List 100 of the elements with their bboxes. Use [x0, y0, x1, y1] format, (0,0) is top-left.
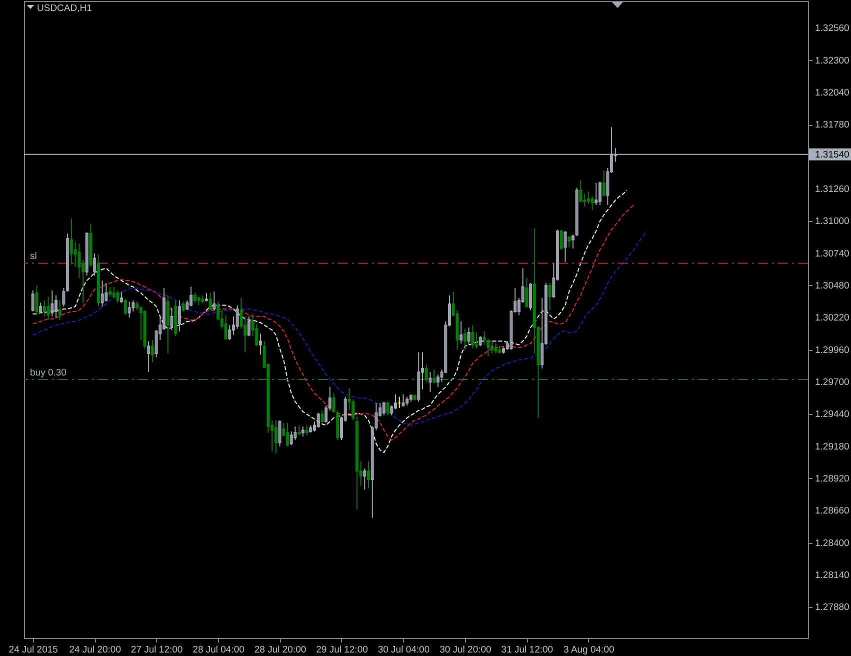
- y-tick-label: 1.27880: [815, 602, 850, 614]
- candlestick: [128, 301, 131, 318]
- candlestick: [150, 339, 154, 363]
- x-tick-label: 30 Jul 04:00: [378, 644, 430, 656]
- candlestick: [363, 468, 366, 490]
- candlestick: [586, 190, 590, 204]
- x-tick-label: 24 Jul 20:00: [69, 644, 121, 656]
- x-tick-label: 28 Jul 04:00: [192, 644, 244, 656]
- candlestick: [367, 460, 370, 489]
- candlestick: [394, 394, 398, 410]
- candlestick: [124, 298, 127, 316]
- candlestick: [58, 300, 62, 321]
- candlestick: [46, 296, 50, 321]
- candlestick: [564, 230, 567, 262]
- candlestick: [286, 422, 289, 447]
- candlestick: [386, 401, 390, 416]
- candlestick: [236, 304, 239, 330]
- y-tick-label: 1.30480: [815, 280, 850, 292]
- candlestick: [494, 343, 498, 354]
- candlestick: [212, 291, 216, 311]
- candlestick: [316, 412, 320, 428]
- y-tick-label: 1.31780: [815, 120, 850, 131]
- candlestick: [594, 182, 598, 206]
- line-series: [32, 230, 647, 426]
- ref-line-label: 1.31540: [815, 149, 850, 160]
- y-tick-label: 1.32300: [815, 55, 850, 66]
- x-tick-label: 30 Jul 20:00: [440, 644, 492, 656]
- candlestick: [278, 420, 282, 447]
- candlestick: [228, 324, 232, 340]
- candlestick: [529, 282, 532, 311]
- candlestick: [352, 398, 355, 421]
- x-tick-label: 3 Aug 04:00: [564, 644, 614, 656]
- candlestick: [402, 394, 405, 408]
- candlestick: [571, 234, 574, 249]
- candlestick: [475, 332, 478, 350]
- candlestick: [482, 330, 486, 346]
- candlestick: [247, 316, 250, 337]
- candlestick: [54, 294, 58, 318]
- candlestick: [100, 280, 104, 308]
- candlestick: [460, 320, 463, 344]
- candlestick: [471, 324, 474, 350]
- y-tick-label: 1.29960: [815, 344, 850, 356]
- candlestick: [116, 290, 120, 304]
- candlestick: [178, 300, 181, 332]
- candlestick: [478, 336, 482, 347]
- candlestick: [467, 327, 470, 346]
- y-tick-label: 1.32560: [815, 23, 850, 34]
- candlestick: [583, 193, 586, 207]
- y-tick-label: 1.30740: [815, 248, 850, 260]
- candlestick: [382, 401, 386, 416]
- y-tick-label: 1.31000: [815, 216, 850, 228]
- y-tick-label: 1.31260: [815, 184, 850, 196]
- candlestick: [602, 170, 606, 197]
- candlestick: [390, 404, 394, 416]
- candlestick: [301, 426, 304, 437]
- candlestick: [298, 424, 301, 436]
- x-tick-label: 24 Jul 2015: [8, 644, 58, 656]
- y-tick-label: 1.32040: [815, 88, 850, 99]
- candlestick: [108, 286, 112, 298]
- candlestick: [548, 282, 552, 311]
- candlestick: [525, 278, 528, 308]
- candlestick: [93, 252, 96, 276]
- y-tick-label: 1.30220: [815, 312, 850, 324]
- candlestick: [66, 233, 70, 292]
- candlestick: [274, 420, 278, 454]
- x-tick-label: 29 Jul 12:00: [316, 644, 368, 656]
- candlestick: [575, 187, 578, 237]
- candlestick: [182, 301, 185, 312]
- candlestick: [39, 302, 42, 314]
- candlestick: [162, 287, 166, 331]
- candlestick: [166, 294, 170, 354]
- ref-line-label: buy 0.30: [30, 367, 66, 378]
- x-tick-label: 28 Jul 20:00: [254, 644, 306, 656]
- candlestick: [490, 339, 494, 354]
- candlestick: [193, 292, 196, 304]
- y-tick-label: 1.28920: [815, 473, 850, 484]
- candlestick: [78, 242, 81, 279]
- candlestick: [305, 424, 308, 436]
- candlestick: [463, 328, 466, 350]
- candlestick: [42, 300, 46, 317]
- candlestick: [104, 282, 108, 302]
- x-tick-label: 31 Jul 12:00: [501, 644, 554, 656]
- candlestick: [486, 338, 490, 356]
- candlestick: [294, 426, 297, 441]
- y-tick-label: 1.29180: [815, 441, 850, 452]
- y-tick-label: 1.28140: [815, 570, 850, 581]
- candlestick: [62, 287, 66, 308]
- candlestick: [579, 180, 582, 202]
- candlestick: [290, 430, 293, 446]
- candlestick: [50, 290, 54, 317]
- candlestick: [112, 286, 116, 298]
- candlestick: [208, 292, 212, 311]
- candlestick: [598, 181, 602, 206]
- y-tick-label: 1.29440: [815, 409, 850, 420]
- candlestick: [35, 284, 38, 316]
- candlestick: [428, 372, 432, 392]
- ref-line-label: sl: [30, 251, 37, 262]
- candlestick: [70, 218, 73, 265]
- x-tick-label: 27 Jul 12:00: [130, 644, 183, 656]
- candlestick: [147, 340, 150, 373]
